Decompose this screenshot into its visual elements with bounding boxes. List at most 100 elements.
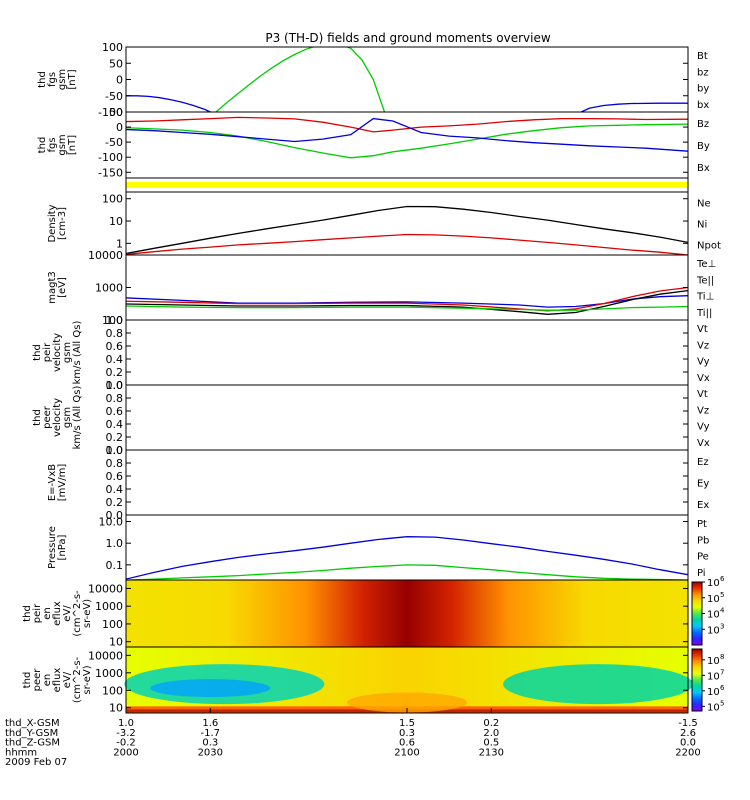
y-tick-label: 0.6	[106, 340, 124, 353]
series-line-bx	[126, 95, 211, 112]
colorbar-tick-base: 10	[707, 625, 720, 636]
y-tick-label: 10	[109, 702, 123, 715]
y-tick-label: 0.6	[106, 405, 124, 418]
y-tick-label: 0	[116, 121, 123, 134]
legend-label: Te||	[696, 275, 714, 286]
x-row-label: thd_Z-GSM	[5, 738, 60, 749]
y-tick-label: 0.4	[106, 418, 124, 431]
colorbar	[691, 581, 703, 646]
y-axis-label: km/s (All Qs)	[72, 386, 83, 450]
y-axis-label: thd	[32, 409, 43, 426]
y-axis-label: (cm^2-s-	[72, 590, 83, 637]
x-row-value: 2030	[198, 747, 223, 758]
legend-label: Pe	[697, 552, 709, 563]
status-bar	[126, 182, 688, 188]
y-tick-label: 100	[102, 41, 123, 54]
y-tick-label: -50	[105, 90, 123, 103]
y-axis-label: peir	[42, 342, 53, 362]
colorbar-tick-exp: 3	[720, 622, 724, 630]
y-tick-label: 0.8	[106, 392, 124, 405]
y-tick-label: 50	[109, 106, 123, 119]
panel-9: 10000 1000 100 10 thd peir en eflux eV/(cm^2-s-s…	[22, 575, 725, 649]
legend-label: Ti||	[696, 308, 712, 319]
y-tick-label: 1000	[95, 667, 123, 680]
y-tick-label: -150	[98, 166, 123, 179]
y-tick-label: 0.0	[106, 444, 124, 457]
y-axis-label: gsm	[57, 69, 68, 90]
x-row-value: 0.5	[483, 738, 499, 749]
legend-label: Ti⊥	[696, 292, 714, 303]
y-axis-label: thd	[22, 605, 33, 622]
y-axis-label: peer	[32, 668, 43, 692]
y-tick-label: 0.4	[106, 353, 124, 366]
y-tick-label: 10000	[88, 249, 123, 262]
x-row-value: 1.5	[399, 718, 415, 729]
x-row-value: 0.3	[399, 728, 415, 739]
series-line-te	[126, 286, 688, 312]
y-tick-label: 0.0	[106, 509, 124, 522]
x-row-value: -3.2	[116, 728, 136, 739]
y-tick-label: 1.0	[106, 537, 124, 550]
y-axis-label: magt3	[47, 271, 58, 304]
panel-2	[125, 177, 689, 193]
series-line-pi	[126, 536, 688, 580]
y-axis-label: (cm^2-s-	[72, 656, 83, 703]
series-line-bx	[580, 102, 688, 112]
legend-label: by	[697, 84, 709, 95]
y-axis-label: thd	[37, 137, 48, 154]
y-tick-label: 0.8	[106, 327, 124, 340]
x-row-value: -0.2	[116, 738, 136, 749]
legend-label: Vy	[697, 422, 710, 433]
legend-label: bx	[697, 100, 709, 111]
legend-label: Pi	[697, 568, 706, 579]
legend-label: Pt	[697, 519, 707, 530]
series-line-by	[215, 47, 386, 112]
series-line-ne	[126, 233, 688, 255]
colorbar-tick-exp: 5	[720, 699, 724, 707]
legend-label: Vt	[697, 389, 708, 400]
legend-label: Vy	[697, 357, 710, 368]
y-axis-label: Pressure	[47, 526, 58, 569]
y-tick-label: 0.1	[106, 559, 124, 572]
panel-frame	[125, 46, 689, 113]
y-tick-label: 100	[102, 193, 123, 206]
y-tick-label: 10000	[88, 649, 123, 662]
colorbar-tick-base: 10	[707, 578, 720, 589]
y-axis-label: thd	[32, 344, 43, 361]
colorbar-tick-exp: 4	[720, 607, 725, 615]
panel-4: 10000 1000 100 magt3 [eV] Te⊥ Te|| Ti⊥ Ti||	[47, 249, 716, 327]
legend-label: Vt	[697, 324, 708, 335]
high-flux-region	[347, 692, 467, 713]
x-row-value: 0.2	[483, 718, 499, 729]
y-axis-label: [nT]	[67, 135, 78, 155]
y-tick-label: 1000	[95, 282, 123, 295]
y-tick-label: 1.0	[106, 314, 124, 327]
legend-label: Vz	[697, 405, 709, 416]
x-row-label: hhmm	[5, 747, 37, 758]
legend-label: bz	[697, 67, 709, 78]
y-axis-label: thd	[22, 672, 33, 689]
colorbar-tick-base: 10	[707, 594, 720, 605]
x-row-value: 2.0	[483, 728, 499, 739]
y-axis-label: gsm	[62, 407, 73, 428]
y-tick-label: -100	[98, 106, 123, 119]
x-row-value: 2.6	[680, 728, 696, 739]
y-axis-label: [eV]	[57, 277, 68, 298]
y-axis-label: km/s (All Qs)	[72, 321, 83, 385]
y-axis-label: [nT]	[67, 69, 78, 89]
colorbar-tick-base: 10	[707, 687, 720, 698]
y-axis-label: [cm-3]	[57, 207, 68, 240]
y-tick-label: 1.0	[106, 379, 124, 392]
series-line-ni	[126, 205, 688, 255]
y-axis-label: thd	[37, 71, 48, 88]
y-tick-label: 0.2	[106, 366, 124, 379]
y-tick-label: 50	[109, 57, 123, 70]
y-tick-label: 10.0	[99, 516, 124, 529]
colorbar-tick-exp: 8	[720, 653, 724, 661]
y-axis-label: [nPa]	[57, 534, 68, 560]
y-axis-label: gsm	[57, 134, 68, 155]
panel-frame	[125, 384, 689, 451]
